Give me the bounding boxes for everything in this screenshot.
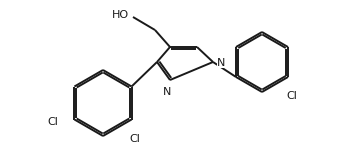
Text: Cl: Cl bbox=[47, 116, 58, 127]
Text: N: N bbox=[163, 87, 171, 97]
Text: Cl: Cl bbox=[129, 133, 140, 144]
Text: HO: HO bbox=[112, 10, 129, 20]
Text: Cl: Cl bbox=[287, 91, 298, 101]
Text: N: N bbox=[217, 58, 225, 68]
